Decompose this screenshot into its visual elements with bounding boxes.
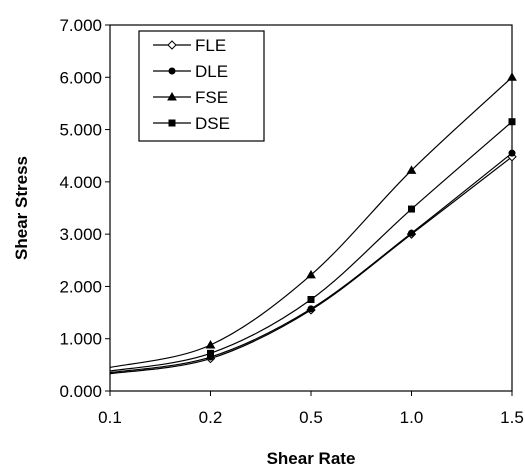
y-tick-label: 5.000: [59, 121, 102, 140]
data-point-dle: [508, 149, 516, 157]
legend-item-fse: FSE: [153, 88, 228, 107]
y-tick-label: 0.000: [59, 382, 102, 401]
x-tick-label: 0.1: [98, 408, 122, 427]
y-tick-label: 1.000: [59, 330, 102, 349]
data-point-dse: [408, 205, 415, 213]
legend-label: DLE: [195, 62, 228, 81]
series-dse: [109, 118, 516, 372]
y-tick-label: 2.000: [59, 277, 102, 296]
legend-item-dse: DSE: [153, 114, 230, 133]
x-tick-label: 0.2: [199, 408, 223, 427]
x-tick-label: 0.5: [299, 408, 323, 427]
data-point-fse: [306, 269, 316, 279]
data-point-dse: [307, 296, 315, 303]
series-dle: [109, 149, 516, 374]
y-tick-label: 6.000: [59, 68, 102, 87]
data-point-fse: [507, 72, 517, 81]
legend: FLE DLE FSE DSE: [138, 30, 265, 142]
data-point-fse: [205, 339, 216, 349]
x-tick-label: 1.0: [400, 408, 424, 427]
legend-item-dle: DLE: [153, 62, 228, 81]
series-layer: [109, 72, 517, 375]
data-point-fse: [406, 165, 417, 174]
y-axis-title: Shear Stress: [12, 156, 31, 260]
legend-marker: [168, 119, 176, 127]
series-fle: [109, 152, 517, 375]
y-tick-label: 3.000: [59, 225, 102, 244]
y-axis-ticks: 0.000 1.000 2.000 3.000 4.000 5.000 6.000 7.000: [59, 16, 110, 401]
series-line-fle: [109, 156, 513, 375]
data-point-dle: [307, 305, 315, 313]
data-point-dle: [408, 229, 415, 237]
data-point-dse: [207, 349, 214, 357]
legend-marker: [167, 40, 177, 50]
legend-marker: [167, 91, 177, 101]
series-line-dle: [109, 152, 513, 374]
y-tick-label: 7.000: [59, 16, 102, 35]
x-axis-ticks: 0.1 0.2 0.5 1.0 1.5: [98, 391, 524, 427]
series-fse: [109, 72, 517, 369]
series-line-dse: [109, 121, 513, 372]
legend-marker: [168, 67, 176, 75]
legend-label: FLE: [195, 36, 226, 55]
legend-item-fle: FLE: [153, 36, 226, 55]
x-axis-title: Shear Rate: [267, 449, 356, 468]
legend-label: DSE: [195, 114, 230, 133]
x-tick-label: 1.5: [500, 408, 524, 427]
y-tick-label: 4.000: [59, 173, 102, 192]
legend-label: FSE: [195, 88, 228, 107]
data-point-dse: [508, 118, 516, 126]
